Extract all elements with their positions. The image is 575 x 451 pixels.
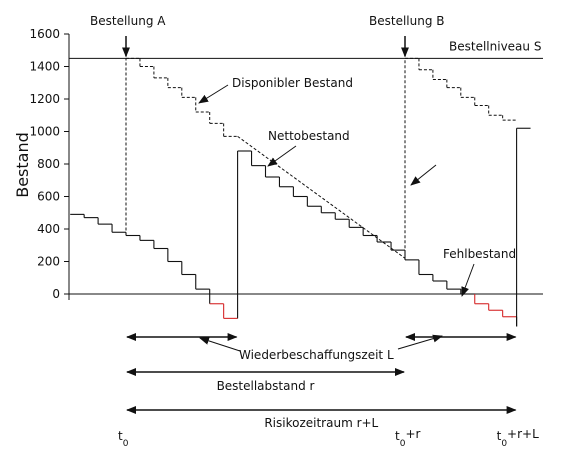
- y-tick-label: 600: [37, 190, 60, 204]
- time-label-main: t: [118, 429, 123, 443]
- lead-time-label: Wiederbeschaffungszeit L: [239, 348, 394, 362]
- annotation-arrow: [198, 84, 229, 104]
- y-tick-label: 200: [37, 255, 60, 269]
- y-tick-label: 1000: [29, 125, 60, 139]
- annotation-arrow: [410, 164, 437, 186]
- y-tick-label: 1600: [29, 27, 60, 41]
- time-label-suffix: +r+L: [507, 427, 539, 441]
- time-label-main: t: [395, 429, 400, 443]
- order-event-label: Bestellung A: [90, 14, 166, 28]
- time-label-suffix: +r: [405, 427, 420, 441]
- annotation-shortage: Fehlbestand: [443, 247, 516, 261]
- y-tick-label: 1200: [29, 92, 60, 106]
- annotation-available: Disponibler Bestand: [232, 76, 353, 90]
- y-tick-label: 0: [52, 287, 60, 301]
- time-label: t0+r+L: [497, 427, 539, 449]
- annotation-arrow: [461, 263, 475, 297]
- time-label: t0: [118, 429, 129, 449]
- y-axis-label: Bestand: [13, 132, 32, 198]
- lead-time-pointer-right: [397, 334, 443, 350]
- order-level-label: Bestellniveau S: [449, 39, 541, 53]
- y-tick-label: 400: [37, 222, 60, 236]
- time-label-sub: 0: [123, 439, 129, 449]
- order-event-label: Bestellung B: [369, 14, 445, 28]
- review-period-label: Bestellabstand r: [217, 379, 315, 393]
- lead-time-pointer-left: [199, 336, 241, 352]
- y-tick-label: 1400: [29, 60, 60, 74]
- annotation-net: Nettobestand: [268, 129, 350, 143]
- series-layer: [70, 57, 531, 327]
- time-label-main: t: [497, 429, 502, 443]
- available-inventory-segment: [237, 135, 406, 259]
- risk-period-label: Risikozeitraum r+L: [264, 416, 378, 430]
- annotation-layer: Bestellniveau S Bestellung A Bestellung B D…: [90, 14, 541, 449]
- annotation-arrow: [267, 145, 297, 167]
- time-label-sub: 0: [400, 439, 406, 449]
- time-label: t0+r: [395, 427, 421, 449]
- time-label-sub: 0: [501, 439, 507, 449]
- y-tick-label: 800: [37, 157, 60, 171]
